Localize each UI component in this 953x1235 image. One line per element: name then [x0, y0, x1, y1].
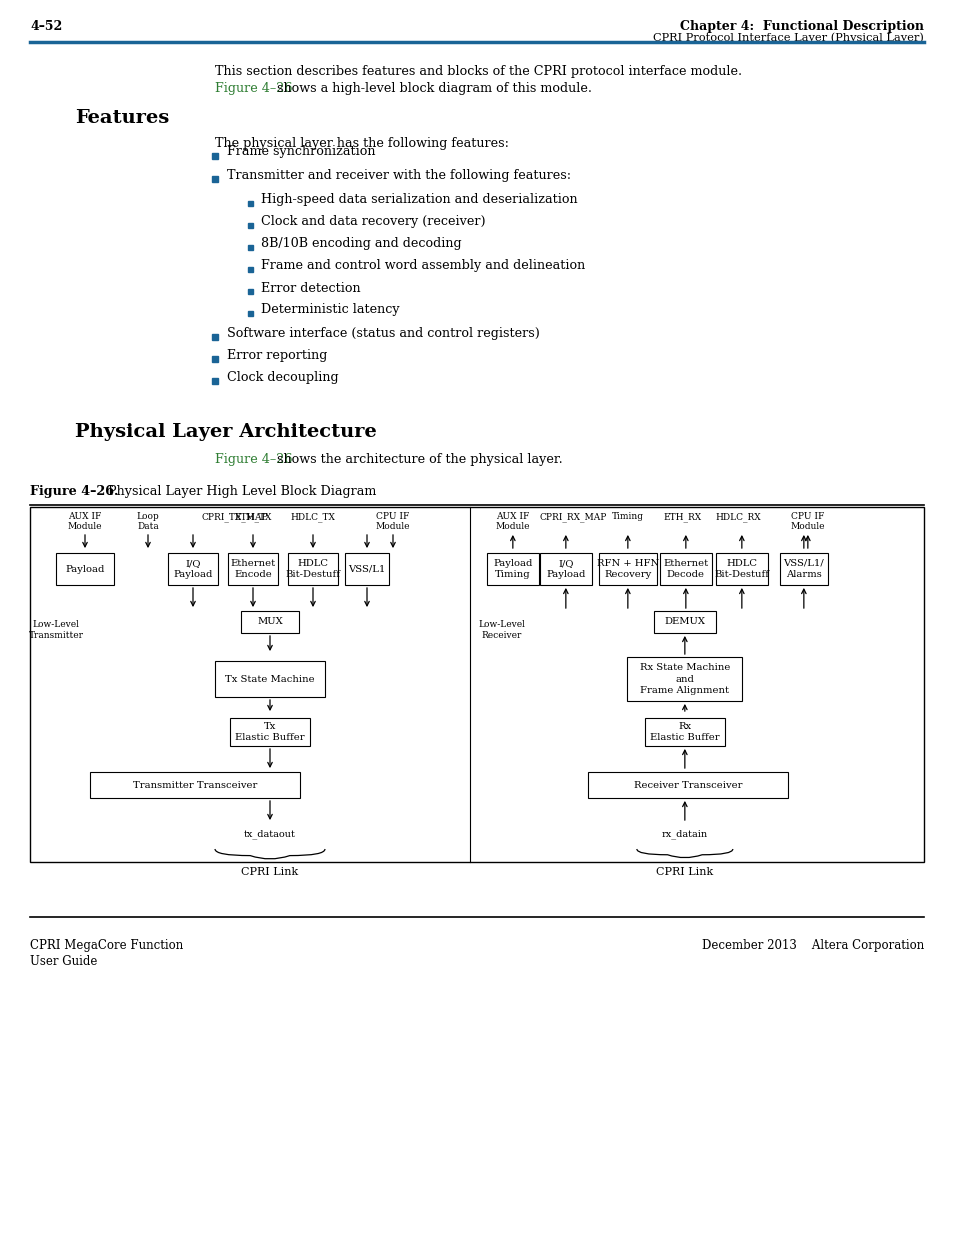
Text: VSS/L1/
Alarms: VSS/L1/ Alarms [782, 559, 823, 579]
Text: DEMUX: DEMUX [663, 618, 704, 626]
Text: HDLC
Bit-Destuff: HDLC Bit-Destuff [714, 559, 768, 579]
Bar [212, 175, 218, 182]
Text: December 2013    Altera Corporation: December 2013 Altera Corporation [701, 939, 923, 952]
Text: 4–52: 4–52 [30, 20, 62, 33]
Bar [212, 333, 218, 340]
Text: This section describes features and blocks of the CPRI protocol interface module: This section describes features and bloc… [214, 65, 741, 78]
Bar [627, 657, 741, 701]
Text: VSS/L1: VSS/L1 [348, 564, 385, 573]
Text: 8B/10B encoding and decoding: 8B/10B encoding and decoding [261, 237, 461, 251]
Bar [212, 152, 218, 159]
Text: tx_dataout: tx_dataout [244, 829, 295, 839]
Text: Clock decoupling: Clock decoupling [227, 370, 338, 384]
Bar [248, 310, 253, 316]
Text: User Guide: User Guide [30, 955, 97, 968]
Text: shows the architecture of the physical layer.: shows the architecture of the physical l… [273, 453, 562, 466]
Text: CPRI MegaCore Function: CPRI MegaCore Function [30, 939, 183, 952]
Text: Clock and data recovery (receiver): Clock and data recovery (receiver) [261, 215, 485, 228]
Bar [539, 553, 591, 585]
Text: Error detection: Error detection [261, 282, 360, 294]
Text: Software interface (status and control registers): Software interface (status and control r… [227, 326, 539, 340]
Text: The physical layer has the following features:: The physical layer has the following fea… [214, 137, 509, 149]
Bar [587, 772, 787, 798]
Text: CPU IF
Module: CPU IF Module [790, 513, 824, 531]
Bar [241, 611, 298, 634]
Text: CPRI Protocol Interface Layer (Physical Layer): CPRI Protocol Interface Layer (Physical … [653, 32, 923, 42]
Text: Timing: Timing [611, 513, 643, 521]
Text: Payload
Timing: Payload Timing [493, 559, 532, 579]
Text: ETH_RX: ETH_RX [663, 513, 701, 521]
Text: AUX IF
Module: AUX IF Module [495, 513, 530, 531]
Text: CPRI Link: CPRI Link [656, 867, 713, 877]
Text: Features: Features [75, 109, 169, 127]
Text: Physical Layer High Level Block Diagram: Physical Layer High Level Block Diagram [100, 485, 376, 498]
Text: Rx
Elastic Buffer: Rx Elastic Buffer [649, 722, 719, 742]
Bar [659, 553, 711, 585]
Text: I/Q
Payload: I/Q Payload [545, 559, 585, 579]
Bar [248, 267, 253, 272]
Bar [653, 611, 715, 634]
Text: CPRI_TX_MAP: CPRI_TX_MAP [201, 513, 268, 521]
Text: I/Q
Payload: I/Q Payload [173, 559, 213, 579]
Bar [779, 553, 827, 585]
Text: Figure 4–26: Figure 4–26 [214, 453, 293, 466]
Text: Tx State Machine: Tx State Machine [225, 674, 314, 683]
Text: Transmitter and receiver with the following features:: Transmitter and receiver with the follow… [227, 168, 571, 182]
Bar [56, 553, 113, 585]
Text: shows a high-level block diagram of this module.: shows a high-level block diagram of this… [273, 82, 592, 95]
Text: Chapter 4:  Functional Description: Chapter 4: Functional Description [679, 20, 923, 33]
Text: Ethernet
Decode: Ethernet Decode [662, 559, 708, 579]
Text: MUX: MUX [257, 618, 283, 626]
Bar [212, 356, 218, 362]
Text: Deterministic latency: Deterministic latency [261, 304, 399, 316]
Text: Loop
Data: Loop Data [136, 513, 159, 531]
Bar [248, 289, 253, 294]
Bar [598, 553, 657, 585]
Text: Tx
Elastic Buffer: Tx Elastic Buffer [235, 722, 305, 742]
Text: Low-Level
Transmitter: Low-Level Transmitter [29, 620, 84, 640]
Text: Frame synchronization: Frame synchronization [227, 146, 375, 158]
Text: HDLC_RX: HDLC_RX [715, 513, 760, 521]
Bar [228, 553, 277, 585]
Text: AUX IF
Module: AUX IF Module [68, 513, 102, 531]
Text: rx_datain: rx_datain [661, 829, 707, 839]
Text: High-speed data serialization and deserialization: High-speed data serialization and deseri… [261, 194, 577, 206]
Text: Figure 4–26.: Figure 4–26. [30, 485, 118, 498]
Bar [248, 200, 253, 206]
Text: HDLC
Bit-Destuff: HDLC Bit-Destuff [285, 559, 340, 579]
Text: Error reporting: Error reporting [227, 348, 327, 362]
Bar [90, 772, 299, 798]
Bar [168, 553, 218, 585]
Text: Frame and control word assembly and delineation: Frame and control word assembly and deli… [261, 259, 584, 273]
Bar [248, 245, 253, 249]
Text: Figure 4–26: Figure 4–26 [214, 82, 293, 95]
Text: RFN + HFN
Recovery: RFN + HFN Recovery [596, 559, 659, 579]
Text: Payload: Payload [65, 564, 105, 573]
Bar [288, 553, 337, 585]
Text: Transmitter Transceiver: Transmitter Transceiver [132, 781, 257, 789]
Bar [214, 661, 325, 697]
Text: Physical Layer Architecture: Physical Layer Architecture [75, 424, 376, 441]
Text: ETH_TX: ETH_TX [234, 513, 272, 521]
Bar [644, 718, 724, 746]
Bar [345, 553, 389, 585]
Text: Ethernet
Encode: Ethernet Encode [231, 559, 275, 579]
Text: Rx State Machine
and
Frame Alignment: Rx State Machine and Frame Alignment [639, 663, 729, 694]
Text: Receiver Transceiver: Receiver Transceiver [633, 781, 741, 789]
Bar [30, 508, 923, 862]
Text: CPU IF
Module: CPU IF Module [375, 513, 410, 531]
Bar [230, 718, 310, 746]
Bar [715, 553, 767, 585]
Text: CPRI Link: CPRI Link [241, 867, 298, 877]
Bar [248, 222, 253, 228]
Bar [212, 378, 218, 384]
Text: HDLC_TX: HDLC_TX [291, 513, 335, 521]
Bar [486, 553, 538, 585]
Text: CPRI_RX_MAP: CPRI_RX_MAP [538, 513, 606, 521]
Text: Low-Level
Receiver: Low-Level Receiver [477, 620, 525, 640]
